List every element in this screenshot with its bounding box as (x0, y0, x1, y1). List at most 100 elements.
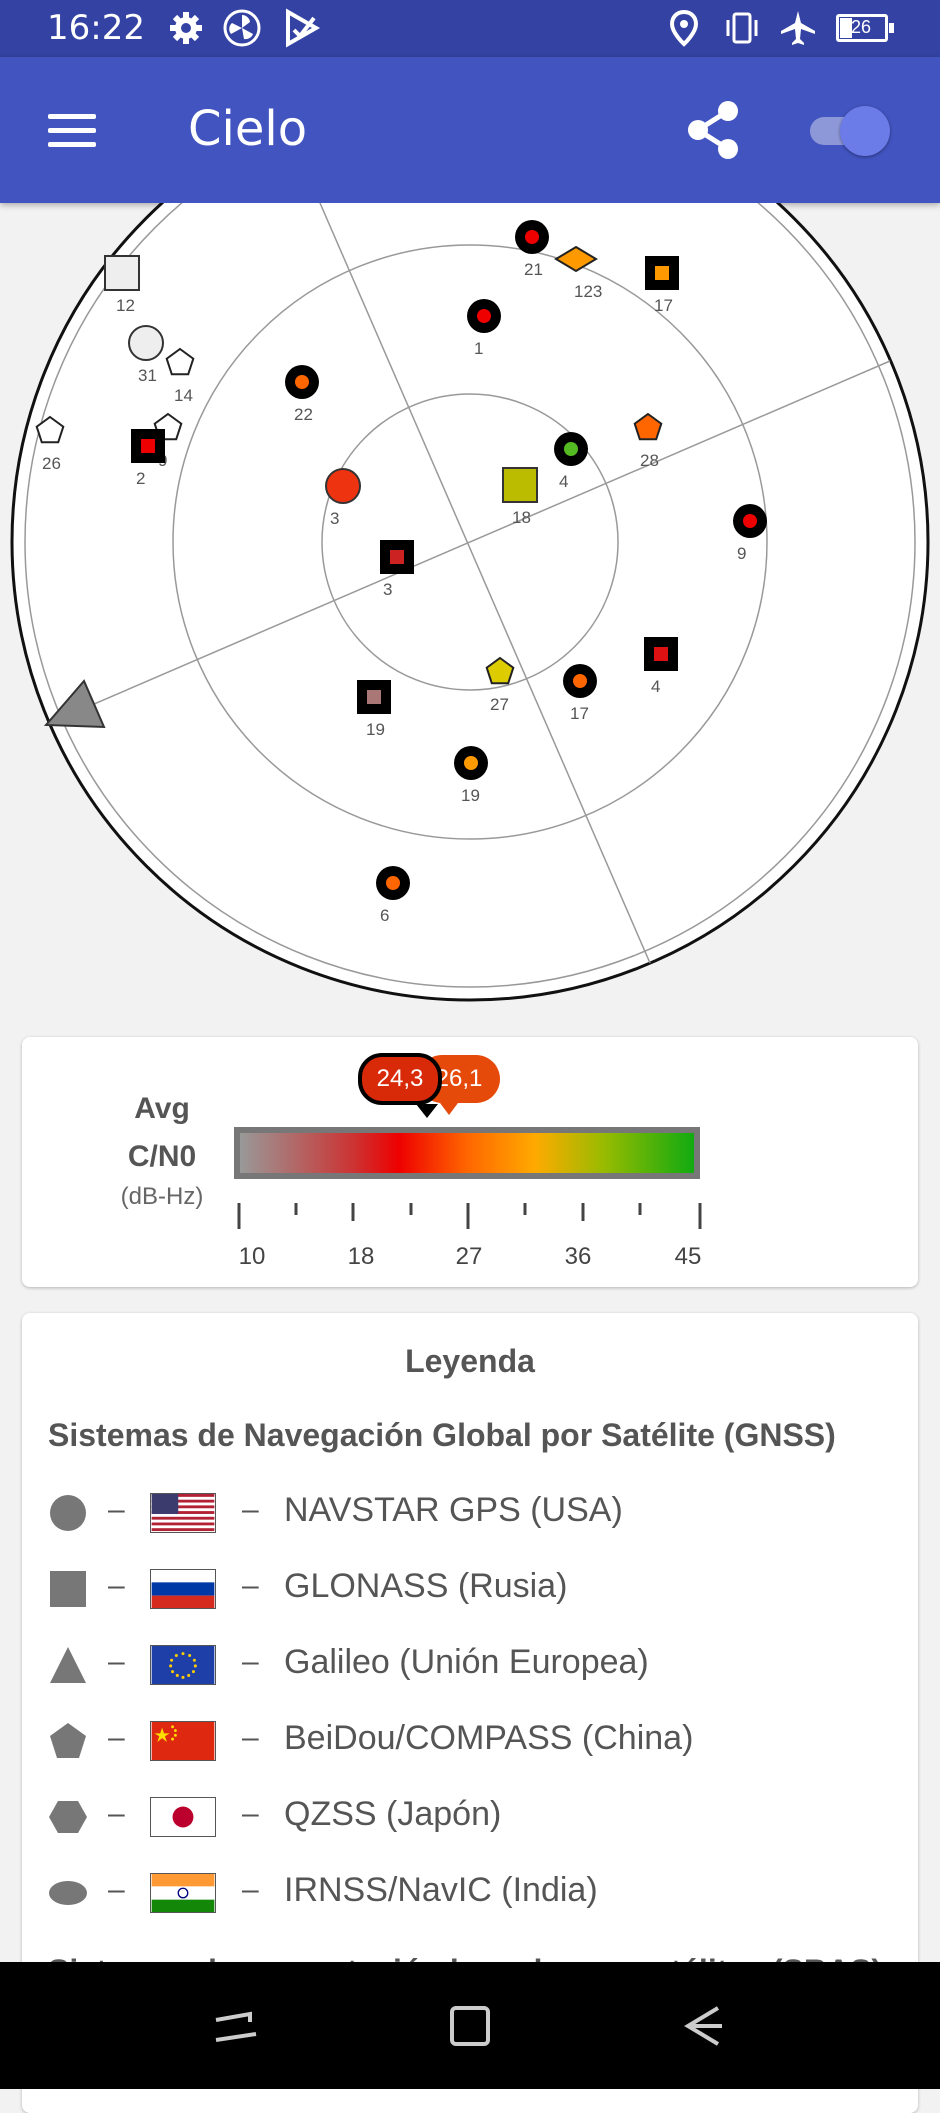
cn0-marker-used: 24,3 (358, 1053, 442, 1105)
satellite-label: 22 (294, 405, 313, 424)
battery-icon: 26 (836, 14, 894, 42)
satellite-label: 12 (116, 296, 135, 315)
satellite-marker-core (525, 230, 539, 244)
pentagon-icon (50, 1723, 86, 1758)
legend-row-glonass: – – GLONASS (Rusia) (22, 1559, 918, 1619)
satellite-marker (104, 255, 140, 291)
cn0-tick-18: 18 (347, 1243, 375, 1270)
satellite-label: 27 (490, 695, 509, 714)
satellite-label: 28 (640, 451, 659, 470)
satellite-marker (502, 467, 538, 503)
elevation-ring-60 (321, 393, 619, 691)
cn0-marker-used-pointer (416, 1104, 438, 1118)
elevation-ring-0 (24, 203, 916, 988)
satellite-marker-core (654, 647, 668, 661)
galileo-satellite (43, 679, 106, 729)
cn0-title-line2: C/N0 (127, 1140, 197, 1173)
satellite-label: 19 (366, 720, 385, 739)
russia-flag (150, 1569, 216, 1609)
satellite-marker-core (295, 375, 309, 389)
check-app-icon (286, 8, 321, 48)
cn0-tick-36: 36 (564, 1243, 592, 1270)
satellite-label: 17 (654, 296, 673, 315)
home-icon[interactable] (444, 2000, 496, 2052)
satellite-label: 9 (737, 544, 746, 563)
legend-row-gps: – – NAVSTAR GPS (USA) (22, 1483, 918, 1543)
status-time: 16:22 (47, 8, 145, 48)
usa-flag (150, 1493, 216, 1533)
legend-name: BeiDou/COMPASS (China) (284, 1719, 694, 1757)
cn0-tick-marks (237, 1203, 702, 1229)
azimuth-line-ew (49, 360, 891, 724)
sky-plot: 21123171123114222692428318932717419196 (10, 203, 930, 1002)
toggle-switch[interactable] (802, 103, 892, 159)
legend-heading: Leyenda (405, 1343, 535, 1379)
back-icon[interactable] (676, 2000, 728, 2052)
satellite-marker-core (386, 876, 400, 890)
satellite-label: 14 (174, 386, 193, 405)
satellite-marker-core (564, 442, 578, 456)
legend-row-qzss: – – QZSS (Japón) (22, 1787, 918, 1847)
satellite-marker-core (573, 674, 587, 688)
satellite-label: 31 (138, 366, 157, 385)
battery-level: 26 (851, 17, 872, 37)
cn0-card: Avg C/N0 (dB-Hz) 10 18 27 36 45 26,1 24,… (22, 1037, 918, 1287)
satellite-label: 123 (574, 282, 602, 301)
satellite-label: 21 (524, 260, 543, 279)
vibrate-icon (726, 12, 758, 44)
legend-name: QZSS (Japón) (284, 1795, 502, 1833)
satellite-label: 4 (651, 677, 660, 696)
satellite-marker-core (743, 514, 757, 528)
legend-row-galileo: – – Galileo (Unión Europea) (22, 1635, 918, 1695)
menu-icon[interactable] (44, 110, 100, 152)
status-bar: 16:22 26 (0, 0, 940, 57)
japan-flag (150, 1797, 216, 1837)
elevation-ring-30 (172, 244, 768, 840)
satellite-label: 17 (570, 704, 589, 723)
cn0-gradient-bar (234, 1127, 700, 1179)
satellite-marker-core (464, 756, 478, 770)
satellite-marker-core (655, 266, 669, 280)
recent-apps-icon[interactable] (210, 2000, 262, 2052)
satellite-marker-core (477, 309, 491, 323)
satellite-marker (35, 415, 65, 444)
china-flag (150, 1721, 216, 1761)
satellite-marker-core (141, 439, 155, 453)
legend-name: IRNSS/NavIC (India) (284, 1871, 598, 1909)
gnss-heading: Sistemas de Navegación Global por Satéli… (48, 1417, 836, 1453)
satellite-label: 3 (383, 580, 392, 599)
eu-flag (150, 1645, 216, 1685)
legend-row-beidou: – – BeiDou/COMPASS (China) (22, 1711, 918, 1771)
cn0-tick-27: 27 (455, 1243, 483, 1270)
horizon-circle (10, 203, 930, 1002)
triangle-icon (50, 1647, 86, 1683)
circle-icon (50, 1495, 86, 1531)
cn0-marker-all-pointer (440, 1103, 458, 1115)
app-bar: Cielo (0, 57, 940, 203)
oval-icon (49, 1881, 87, 1905)
cn0-unit: (dB-Hz) (120, 1183, 204, 1210)
satellite-label: 2 (136, 469, 145, 488)
legend-row-irnss: – – IRNSS/NavIC (India) (22, 1863, 918, 1923)
satellite-marker (633, 412, 663, 441)
hexagon-icon (49, 1801, 87, 1833)
share-icon[interactable] (680, 97, 746, 163)
legend-name: NAVSTAR GPS (USA) (284, 1491, 623, 1529)
settings-icon (170, 12, 202, 44)
satellite-marker (128, 325, 164, 361)
satellite-label: 4 (559, 472, 568, 491)
satellite-label: 3 (330, 509, 339, 528)
fan-app-icon (223, 9, 261, 47)
legend-name: Galileo (Unión Europea) (284, 1643, 649, 1681)
page-title: Cielo (188, 101, 308, 157)
satellite-marker (165, 347, 195, 376)
satellite-label: 26 (42, 454, 61, 473)
satellite-marker (485, 656, 515, 685)
satellite-marker (554, 245, 598, 273)
satellite-marker (325, 468, 361, 504)
square-icon (50, 1571, 86, 1607)
india-flag (150, 1873, 216, 1913)
location-icon (669, 9, 699, 47)
navigation-bar (0, 1962, 940, 2089)
satellite-marker-core (367, 690, 381, 704)
